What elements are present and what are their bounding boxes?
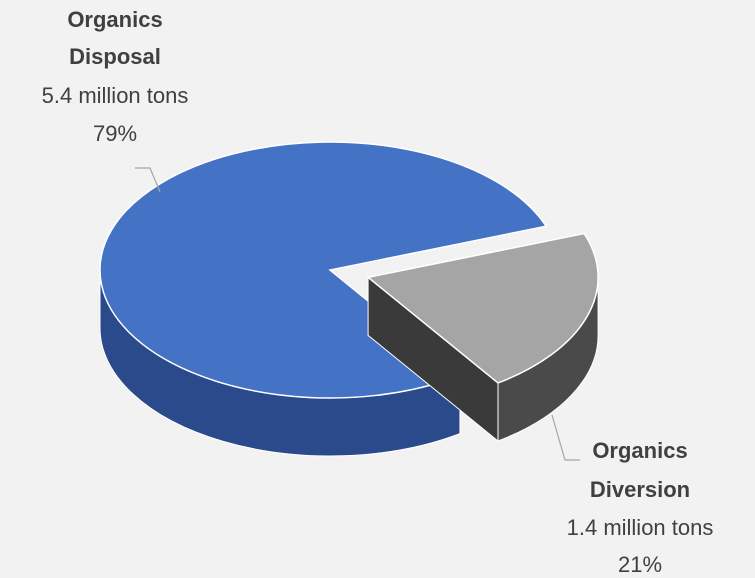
slice-label-name-line2: Disposal — [69, 44, 161, 69]
pie-slice-disposal — [99, 141, 548, 399]
slice-label-value: 5.4 million tons — [42, 83, 189, 108]
leader-line-diversion — [551, 414, 580, 461]
slice-label-percent: 79% — [93, 121, 137, 146]
slice-label-name-line1: Organics — [67, 7, 162, 32]
pie-marks — [99, 141, 599, 457]
slice-label-value: 1.4 million tons — [567, 515, 714, 540]
leader-line-disposal — [135, 167, 161, 193]
data-label-disposal: Organics Disposal 5.4 million tons 79% — [42, 7, 189, 146]
pie-slice-diversion — [366, 232, 599, 384]
slice-label-percent: 21% — [618, 552, 662, 577]
data-label-diversion: Organics Diversion 1.4 million tons 21% — [567, 438, 714, 577]
slice-label-name-line1: Organics — [592, 438, 687, 463]
slice-label-name-line2: Diversion — [590, 477, 690, 502]
